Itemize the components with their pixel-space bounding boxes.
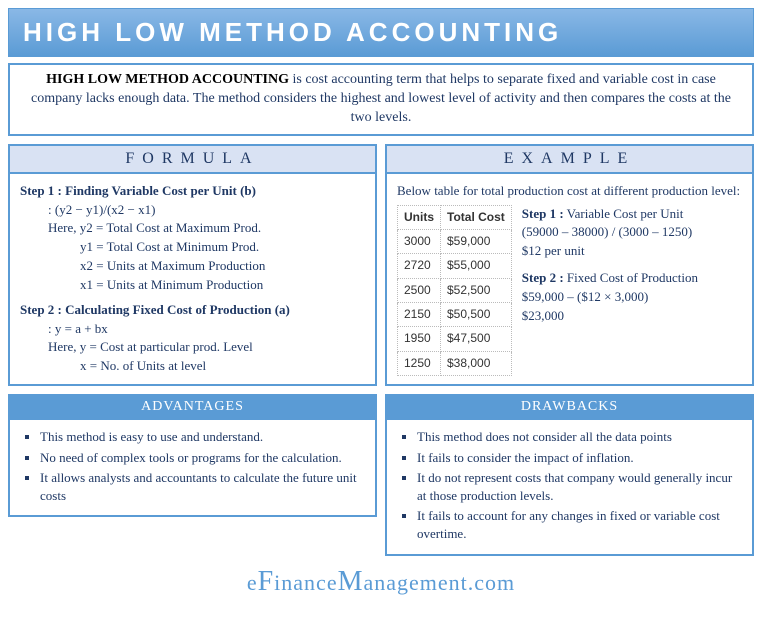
step1-l2: y1 = Total Cost at Minimum Prod. [20,238,365,257]
step2-l2: x = No. of Units at level [20,357,365,376]
table-row: 2150$50,500 [398,303,512,327]
example-section: EXAMPLE Below table for total production… [385,144,754,387]
step1-l1: Here, y2 = Total Cost at Maximum Prod. [20,219,365,238]
footer-dotcom: .com [468,570,515,595]
ex-s2-calc: $59,000 – ($12 × 3,000) [522,288,698,307]
drawback-item: It fails to account for any changes in f… [417,507,740,542]
step2-eq: : y = a + bx [20,320,365,339]
table-col1: Units [398,205,441,229]
example-heading: EXAMPLE [387,146,752,174]
table-row: 2500$52,500 [398,278,512,302]
example-intro: Below table for total production cost at… [397,182,742,201]
advantages-heading: ADVANTAGES [8,394,377,420]
footer-m: M [338,566,364,597]
table-row: 2720$55,000 [398,254,512,278]
table-row: 3000$59,000 [398,229,512,253]
drawback-item: It fails to consider the impact of infla… [417,449,740,467]
ex-s1-label: Variable Cost per Unit [564,206,684,221]
ex-s1-calc: (59000 – 38000) / (3000 – 1250) [522,223,698,242]
ex-s2-title: Step 2 : [522,270,564,285]
advantage-item: No need of complex tools or programs for… [40,449,363,467]
footer-anagement: anagement [363,570,467,595]
ex-s2-res: $23,000 [522,307,698,326]
advantage-item: This method is easy to use and understan… [40,428,363,446]
table-row: 1250$38,000 [398,351,512,375]
table-row: 1950$47,500 [398,327,512,351]
footer-inance: inance [274,570,337,595]
drawbacks-section: DRAWBACKS This method does not consider … [385,394,754,555]
example-steps: Step 1 : Variable Cost per Unit (59000 –… [522,205,698,377]
drawback-item: It do not represent costs that company w… [417,469,740,504]
advantage-item: It allows analysts and accountants to ca… [40,469,363,504]
ex-s2-label: Fixed Cost of Production [564,270,698,285]
formula-section: FORMULA Step 1 : Finding Variable Cost p… [8,144,377,387]
step1-l4: x1 = Units at Minimum Production [20,276,365,295]
intro-box: HIGH LOW METHOD ACCOUNTING is cost accou… [8,63,754,136]
ex-s1-res: $12 per unit [522,242,698,261]
drawback-item: This method does not consider all the da… [417,428,740,446]
drawbacks-heading: DRAWBACKS [385,394,754,420]
step1-eq: : (y2 − y1)/(x2 − x1) [20,201,365,220]
example-table: Units Total Cost 3000$59,000 2720$55,000… [397,205,512,377]
advantages-section: ADVANTAGES This method is easy to use an… [8,394,377,555]
step2-title: Step 2 : Calculating Fixed Cost of Produ… [20,301,365,320]
intro-bold: HIGH LOW METHOD ACCOUNTING [46,72,289,87]
formula-heading: FORMULA [10,146,375,174]
ex-s1-title: Step 1 : [522,206,564,221]
step1-title: Step 1 : Finding Variable Cost per Unit … [20,182,365,201]
table-col2: Total Cost [441,205,512,229]
main-title: HIGH LOW METHOD ACCOUNTING [8,8,754,57]
step1-l3: x2 = Units at Maximum Production [20,257,365,276]
footer-f: F [258,566,275,597]
footer-brand: eFinanceManagement.com [8,566,754,598]
footer-e: e [247,570,258,595]
step2-l1: Here, y = Cost at particular prod. Level [20,338,365,357]
